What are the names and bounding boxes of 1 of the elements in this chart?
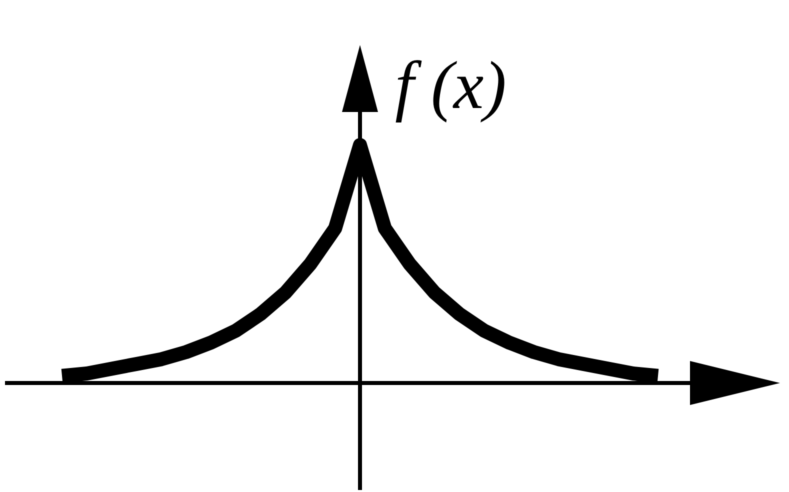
y-axis-title: f (x): [395, 47, 506, 123]
